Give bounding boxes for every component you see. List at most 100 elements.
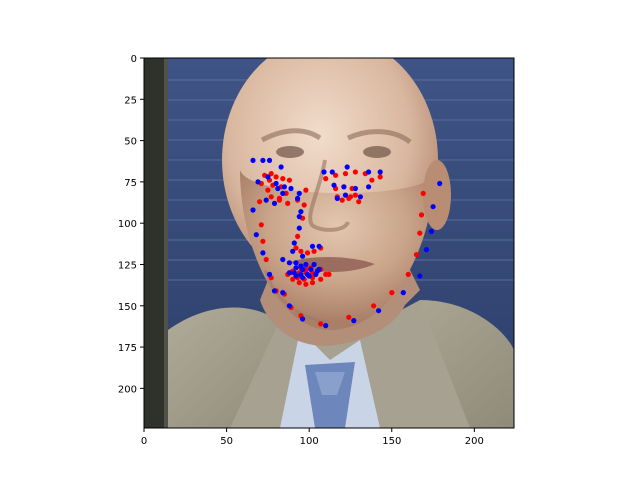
red-landmark-point [377,174,383,180]
blue-landmark-point [344,164,350,170]
blue-landmark-point [308,266,314,272]
red-landmark-point [286,177,292,183]
blue-landmark-point [253,232,259,238]
red-landmark-point [273,174,279,180]
blue-landmark-point [266,271,273,277]
y-tick-label: 0 [131,54,137,65]
red-landmark-point [420,190,426,196]
red-landmark-point [301,202,307,208]
blue-landmark-point [331,182,337,188]
blue-landmark-series [250,157,443,329]
blue-landmark-point [266,157,273,163]
blue-landmark-point [303,261,309,268]
red-landmark-point [309,280,316,286]
red-landmark-point [304,250,311,256]
red-landmark-point [285,200,291,206]
y-tick-label: 175 [118,343,137,354]
blue-landmark-point [291,240,297,246]
red-landmark-point [417,230,423,236]
blue-landmark-point [417,273,423,279]
red-landmark-point [339,197,345,203]
blue-landmark-point [250,207,256,213]
red-landmark-point [268,194,274,200]
blue-landmark-point [271,288,278,294]
red-landmark-point [263,256,269,263]
blue-landmark-point [263,197,269,203]
red-landmark-point [405,271,411,277]
blue-landmark-point [260,157,266,163]
blue-landmark-point [275,185,281,192]
blue-landmark-point [304,271,311,277]
blue-landmark-point [273,180,279,187]
red-landmark-point [260,238,266,244]
y-tick-label: 200 [118,384,137,395]
red-landmark-point [323,271,329,277]
blue-landmark-point [300,316,306,322]
red-landmark-point [352,169,358,175]
red-landmark-point [333,172,339,178]
blue-landmark-point [400,290,406,296]
blue-landmark-point [286,270,292,276]
blue-landmark-point [298,209,304,215]
axis-ticks: 0 50 100 150 200 0 25 50 75 100 125 150 175 200 [118,54,484,447]
red-landmark-point [389,290,395,296]
blue-landmark-point [295,195,301,201]
blue-landmark-point [314,268,320,274]
red-landmark-point [303,281,309,287]
red-landmark-point [356,199,362,205]
blue-landmark-point [286,303,292,309]
face-photo [144,58,514,428]
red-landmark-point [295,233,301,239]
axes-frame [143,57,515,429]
blue-landmark-point [291,270,297,276]
red-landmark-point [352,192,358,198]
blue-landmark-point [309,243,316,249]
blue-landmark-point [296,214,302,220]
y-tick-label: 50 [124,137,137,148]
red-landmark-point [258,222,264,228]
blue-landmark-point [334,195,340,201]
blue-landmark-point [342,192,349,198]
blue-landmark-point [316,243,322,249]
blue-landmark-point [423,247,430,253]
blue-landmark-point [286,260,292,266]
red-landmark-point [323,176,329,182]
blue-landmark-point [296,225,302,231]
blue-landmark-point [351,318,357,324]
blue-landmark-point [352,185,358,192]
red-landmark-point [318,276,324,282]
blue-landmark-point [260,250,266,256]
blue-landmark-point [311,261,317,268]
red-landmark-point [418,212,425,218]
blue-landmark-point [321,169,327,175]
blue-landmark-point [265,174,271,180]
red-landmark-point [371,303,377,309]
red-landmark-point [293,245,299,251]
red-landmark-point [296,280,302,286]
red-landmark-point [346,314,352,320]
blue-landmark-point [288,185,294,192]
blue-landmark-point [280,256,286,263]
y-tick-label: 125 [118,260,137,271]
x-tick-label: 150 [382,436,401,447]
blue-landmark-point [293,265,299,271]
blue-landmark-point [293,260,299,266]
x-tick-label: 100 [300,436,319,447]
blue-landmark-point [357,194,363,200]
blue-landmark-point [376,308,382,314]
x-tick-label: 50 [220,436,233,447]
blue-landmark-point [296,190,302,196]
x-tick-label: 200 [465,436,484,447]
blue-landmark-point [366,184,372,190]
blue-landmark-point [271,200,278,206]
blue-landmark-point [341,184,347,190]
blue-landmark-point [298,271,304,277]
y-tick-label: 150 [118,302,137,313]
blue-landmark-point [430,204,436,210]
blue-landmark-point [300,266,306,272]
blue-landmark-point [290,248,296,254]
red-landmark-point [369,177,375,183]
blue-landmark-point [428,228,434,234]
y-tick-label: 75 [124,178,137,189]
